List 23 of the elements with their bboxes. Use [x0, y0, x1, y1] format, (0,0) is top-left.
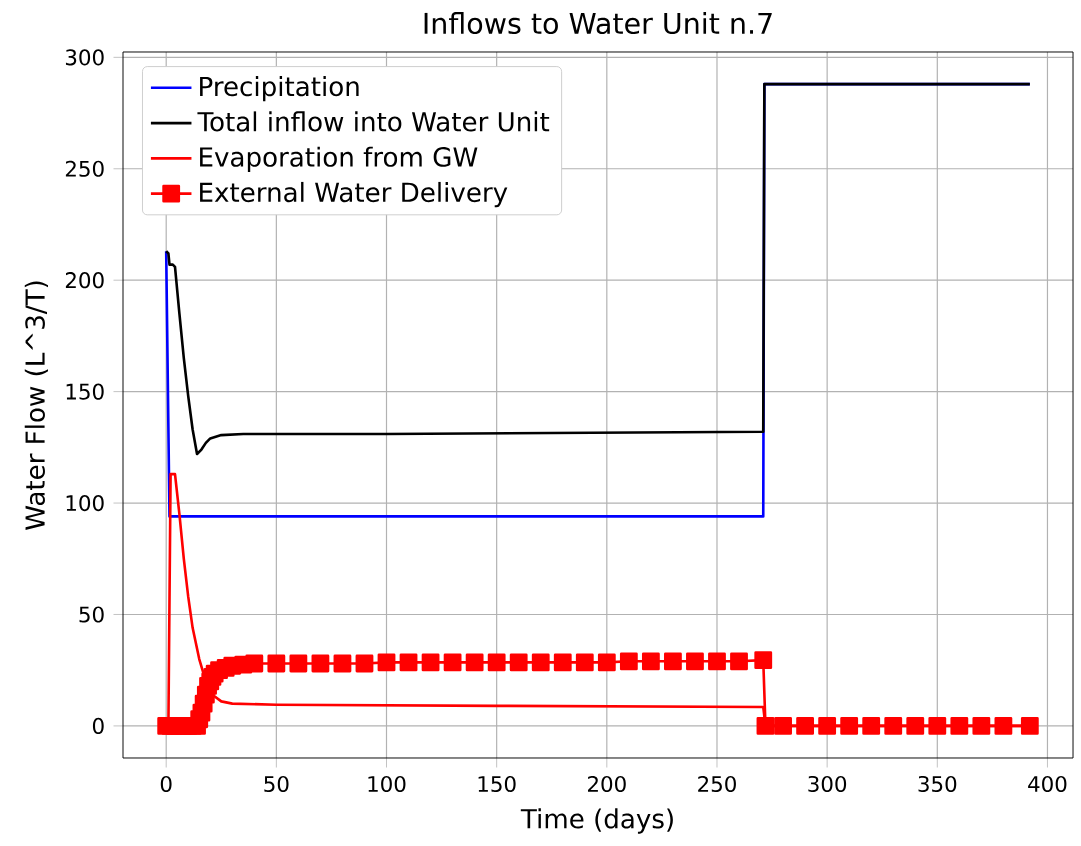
- x-tick-label: 250: [698, 775, 736, 793]
- y-tick-label: 250: [65, 160, 104, 177]
- y-tick-label: 200: [65, 272, 104, 289]
- legend-label: External Water Delivery: [200, 181, 508, 208]
- x-tick-label: 350: [918, 775, 957, 793]
- x-axis-title: Time (days): [520, 808, 673, 834]
- x-tick-label: 300: [808, 775, 847, 793]
- x-tick-label: 0: [160, 775, 172, 793]
- x-tick-label: 200: [587, 775, 626, 793]
- x-tick-label: 100: [368, 775, 406, 793]
- legend-label: Total inflow into Water Unit: [197, 111, 550, 132]
- chart-title: Inflows to Water Unit n.7: [424, 12, 772, 35]
- y-axis-title: Water Flow (L^3/T): [24, 281, 49, 530]
- y-tick-label: 300: [65, 49, 104, 66]
- x-tick-label: 400: [1028, 775, 1067, 793]
- y-tick-label: 50: [79, 606, 104, 623]
- legend-label: Evaporation from GW: [200, 146, 478, 172]
- x-tick-label: 150: [478, 775, 516, 793]
- x-tick-label: 50: [264, 775, 289, 793]
- y-tick-label: 150: [66, 383, 104, 400]
- y-tick-label: 100: [66, 494, 104, 512]
- legend-label: Precipitation: [200, 76, 359, 102]
- y-tick-label: 0: [92, 717, 104, 734]
